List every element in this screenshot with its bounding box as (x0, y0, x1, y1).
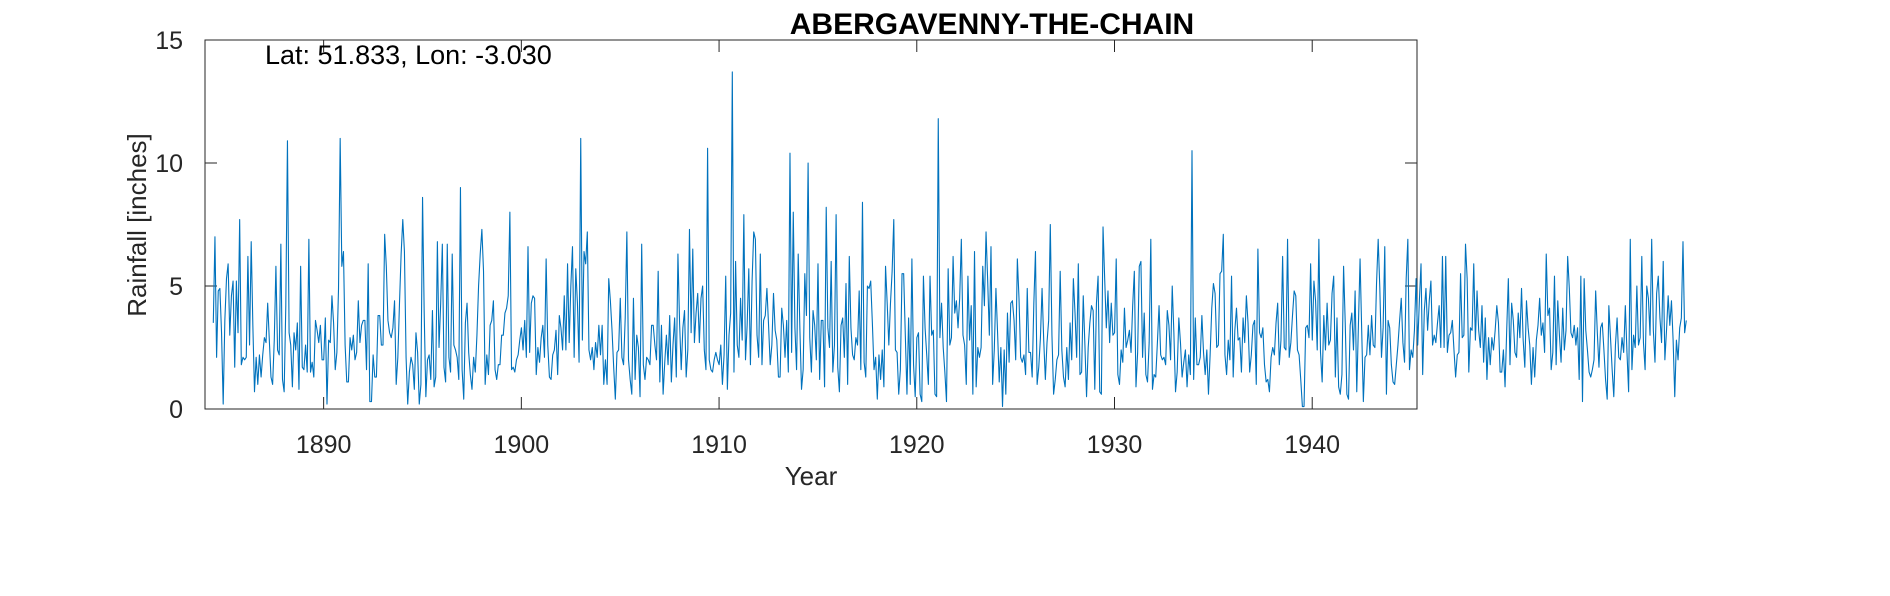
x-tick-label: 1900 (494, 431, 550, 459)
chart-title: ABERGAVENNY-THE-CHAIN (790, 8, 1194, 41)
y-tick-label: 10 (155, 150, 183, 178)
y-ticks: 0 5 10 15 (155, 27, 1417, 424)
y-tick-label: 5 (169, 273, 183, 301)
x-tick-label: 1920 (889, 431, 945, 459)
rainfall-series-line (212, 71, 1687, 408)
y-tick-label: 15 (155, 27, 183, 55)
location-annotation: Lat: 51.833, Lon: -3.030 (265, 40, 552, 70)
y-axis-label: Rainfall [inches] (122, 133, 152, 317)
axes-box (204, 39, 1418, 410)
x-tick-label: 1890 (296, 431, 352, 459)
y-tick-label: 0 (169, 396, 183, 424)
plot-area: 1890 1900 1910 1920 1930 1940 0 5 10 15 (155, 27, 1687, 459)
x-tick-label: 1910 (691, 431, 747, 459)
x-axis-label: Year (785, 461, 838, 491)
x-ticks: 1890 1900 1910 1920 1930 1940 (296, 40, 1340, 459)
x-tick-label: 1930 (1087, 431, 1143, 459)
x-tick-label: 1940 (1284, 431, 1340, 459)
